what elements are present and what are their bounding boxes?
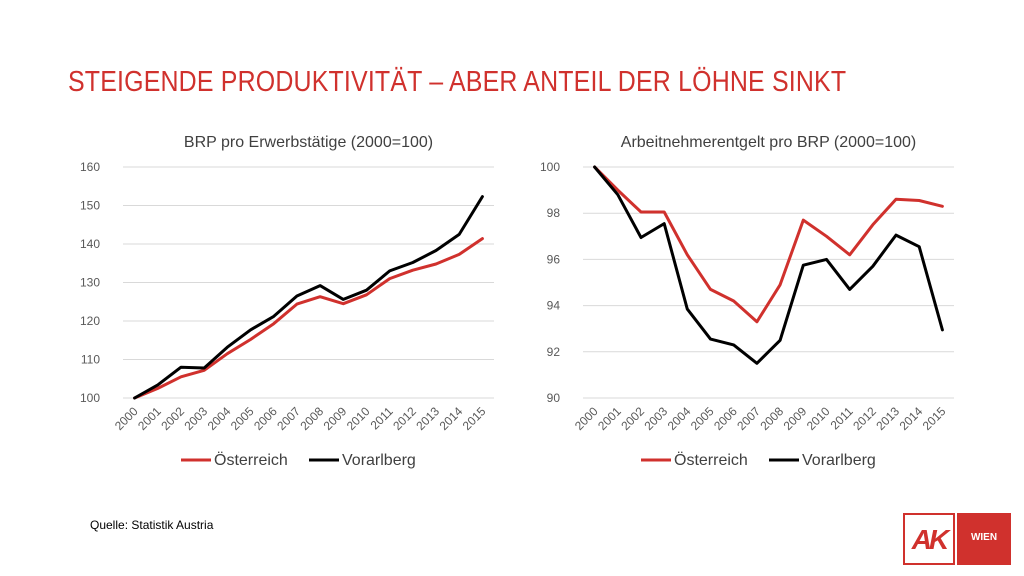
x-tick-label: 2005: [688, 404, 717, 433]
x-tick-label: 2009: [321, 404, 350, 433]
x-tick-label: 2008: [757, 404, 786, 433]
x-tick-label: 2003: [641, 404, 670, 433]
y-tick-label: 98: [547, 206, 561, 220]
x-tick-label: 2006: [251, 404, 280, 433]
legend-label: Vorarlberg: [342, 452, 416, 469]
x-tick-label: 2002: [618, 404, 647, 433]
legend-label: Vorarlberg: [802, 452, 876, 469]
y-tick-label: 90: [547, 391, 561, 405]
x-tick-label: 2006: [711, 404, 740, 433]
series-line: [133, 237, 484, 400]
y-tick-label: 100: [540, 160, 560, 174]
x-tick-label: 2004: [205, 404, 234, 433]
x-tick-label: 2000: [112, 404, 141, 433]
x-tick-label: 2001: [135, 404, 164, 433]
legend-label: Österreich: [674, 451, 748, 469]
series-line: [593, 165, 944, 365]
x-tick-label: 2002: [158, 404, 187, 433]
x-tick-label: 2013: [413, 404, 442, 433]
y-tick-label: 100: [80, 391, 100, 405]
chart-arbeitnehmerentgelt-pro-brp: Arbeitnehmerentgelt pro BRP (2000=100) 90…: [540, 134, 954, 469]
x-tick-label: 2010: [804, 404, 833, 433]
y-tick-label: 120: [80, 314, 100, 328]
y-tick-label: 130: [80, 276, 100, 290]
page-title: STEIGENDE PRODUKTIVITÄT – ABER ANTEIL DE…: [68, 66, 847, 98]
x-tick-label: 2011: [828, 404, 856, 432]
y-tick-label: 150: [80, 199, 100, 213]
chart-title: Arbeitnehmerentgelt pro BRP (2000=100): [621, 134, 916, 151]
wien-badge-text: WIEN: [970, 532, 998, 543]
x-tick-label: 2010: [344, 404, 373, 433]
x-tick-label: 2014: [437, 404, 466, 433]
y-tick-label: 96: [547, 252, 561, 266]
x-tick-label: 2015: [460, 404, 489, 433]
x-tick-label: 2005: [228, 404, 257, 433]
ak-logo: AK: [903, 513, 955, 565]
chart-brp-pro-erwerbstaetige: BRP pro Erwerbstätige (2000=100) 100 110 12…: [80, 134, 494, 469]
x-tick-label: 2013: [873, 404, 902, 433]
y-tick-label: 94: [547, 299, 561, 313]
x-tick-label: 2012: [390, 404, 419, 433]
wien-badge: WIEN: [957, 513, 1011, 565]
x-tick-label: 2009: [781, 404, 810, 433]
legend-label: Österreich: [214, 451, 288, 469]
x-tick-label: 2008: [297, 404, 326, 433]
x-tick-label: 2011: [368, 404, 396, 432]
x-tick-label: 2001: [595, 404, 624, 433]
x-tick-label: 2004: [665, 404, 694, 433]
series-line: [593, 165, 944, 324]
chart-title: BRP pro Erwerbstätige (2000=100): [184, 134, 433, 151]
y-tick-label: 160: [80, 160, 100, 174]
x-tick-label: 2012: [850, 404, 879, 433]
x-tick-label: 2007: [734, 404, 763, 433]
x-tick-label: 2014: [897, 404, 926, 433]
x-tick-label: 2007: [274, 404, 303, 433]
series-line: [133, 195, 484, 400]
ak-logo-text: AK: [911, 524, 949, 555]
source-note: Quelle: Statistik Austria: [90, 518, 214, 532]
y-tick-label: 140: [80, 237, 100, 251]
y-tick-label: 92: [547, 345, 561, 359]
x-tick-label: 2003: [181, 404, 210, 433]
x-tick-label: 2015: [920, 404, 949, 433]
y-tick-label: 110: [81, 353, 100, 367]
x-tick-label: 2000: [572, 404, 601, 433]
